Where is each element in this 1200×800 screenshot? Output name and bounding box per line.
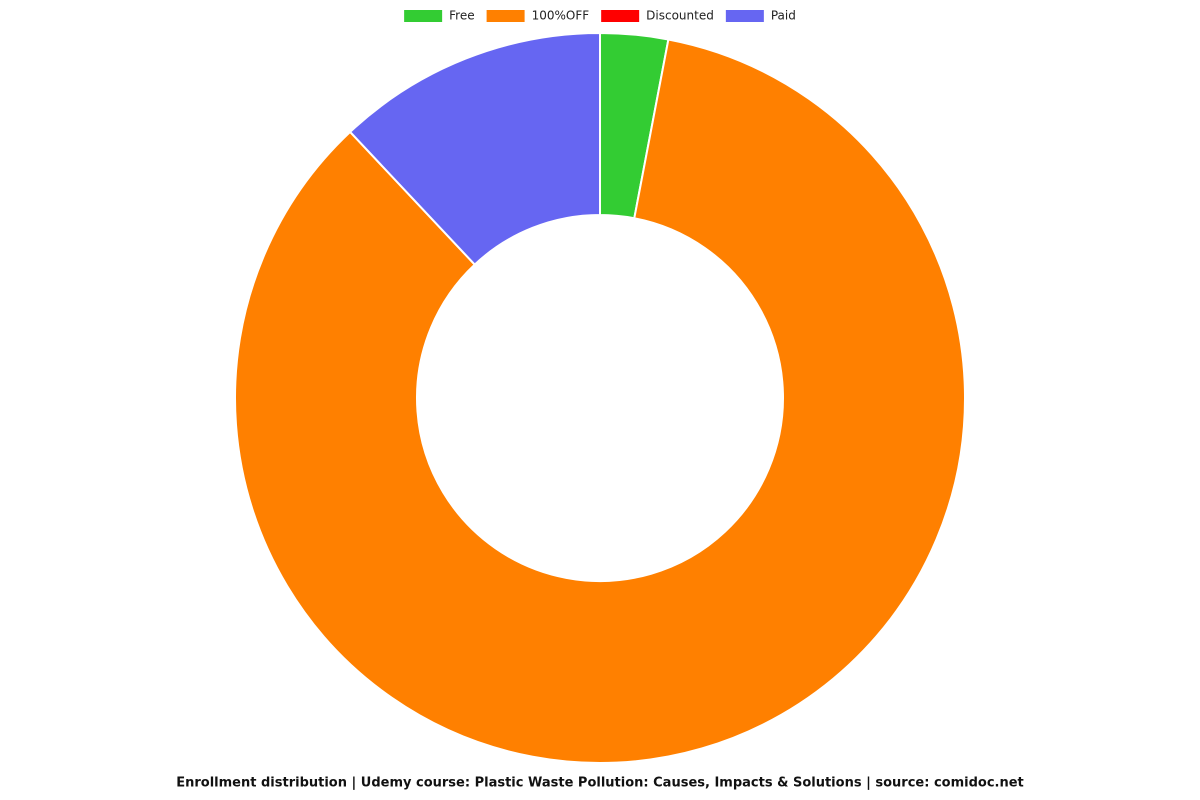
- legend-swatch: [725, 10, 764, 22]
- chart-title: Enrollment distribution | Udemy course: …: [176, 776, 1024, 791]
- legend-label: Discounted: [646, 9, 714, 23]
- slice: [234, 38, 966, 764]
- legend-label: 100%OFF: [532, 9, 590, 23]
- legend-swatch: [486, 10, 525, 22]
- legend-swatch: [404, 10, 443, 22]
- legend-label: Paid: [771, 9, 796, 23]
- legend-swatch: [601, 10, 640, 22]
- legend-label: Free: [449, 9, 474, 23]
- slice: [348, 31, 601, 267]
